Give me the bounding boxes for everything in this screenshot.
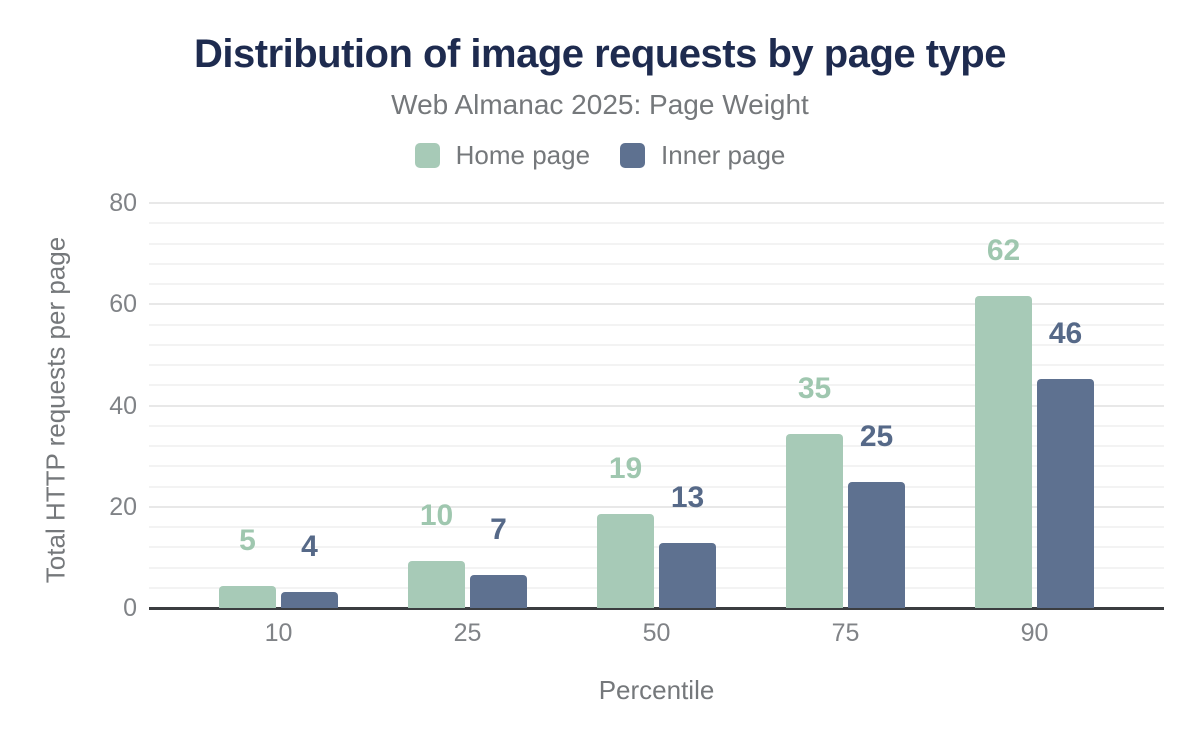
legend: Home page Inner page xyxy=(0,140,1200,170)
minor-gridline xyxy=(149,262,1164,265)
bar-home-page[interactable] xyxy=(219,585,276,608)
minor-gridline xyxy=(149,283,1164,285)
bar-value-label: 46 xyxy=(1048,317,1083,351)
legend-item-home-page[interactable]: Home page xyxy=(414,140,591,170)
x-tick-label: 10 xyxy=(264,619,293,647)
bar-value-label: 4 xyxy=(301,530,318,564)
chart-subtitle: Web Almanac 2025: Page Weight xyxy=(391,89,809,120)
legend-label: Inner page xyxy=(661,140,786,170)
bar-inner-page[interactable] xyxy=(1037,379,1094,608)
legend-label: Home page xyxy=(455,140,591,170)
y-tick-label: 0 xyxy=(123,594,137,622)
minor-gridline xyxy=(149,384,1164,387)
minor-gridline xyxy=(149,343,1164,346)
x-tick-label: 90 xyxy=(1020,619,1049,647)
legend-swatch-icon xyxy=(414,142,440,168)
major-gridline xyxy=(149,404,1164,407)
major-gridline xyxy=(149,303,1164,306)
bar-value-label: 13 xyxy=(670,481,705,515)
x-tick-label: 25 xyxy=(453,619,482,647)
minor-gridline xyxy=(149,465,1164,468)
minor-gridline xyxy=(149,526,1164,528)
bar-inner-page[interactable] xyxy=(848,481,905,608)
minor-gridline xyxy=(149,546,1164,549)
bar-group: 62 46 xyxy=(940,203,1129,608)
x-axis-line xyxy=(149,607,1164,610)
major-gridline xyxy=(149,202,1164,204)
bar-value-label: 5 xyxy=(239,523,256,557)
bar-group: 19 13 xyxy=(562,203,751,608)
bar-group: 10 7 xyxy=(373,203,562,608)
y-tick-label: 80 xyxy=(109,189,137,217)
plot-area: 5 4 10 7 19 13 35 25 62 46 xyxy=(149,202,1164,610)
y-tick-label: 60 xyxy=(109,290,137,319)
bar-inner-page[interactable] xyxy=(281,592,338,608)
legend-item-inner-page[interactable]: Inner page xyxy=(620,140,785,170)
bar-home-page[interactable] xyxy=(786,433,843,608)
y-tick-label: 20 xyxy=(109,492,137,521)
bar-home-page[interactable] xyxy=(408,561,465,608)
y-tick-label: 40 xyxy=(109,391,137,420)
minor-gridline xyxy=(149,323,1164,326)
x-tick-label: 50 xyxy=(642,619,671,647)
minor-gridline xyxy=(149,586,1164,589)
minor-gridline xyxy=(149,566,1164,569)
minor-gridline xyxy=(149,364,1164,366)
bar-value-label: 7 xyxy=(490,513,507,547)
minor-gridline xyxy=(149,485,1164,488)
minor-gridline xyxy=(149,424,1164,427)
bar-inner-page[interactable] xyxy=(470,575,527,608)
chart-title: Distribution of image requests by page t… xyxy=(194,32,1006,76)
minor-gridline xyxy=(149,242,1164,245)
bar-value-label: 10 xyxy=(419,499,454,533)
bar-value-label: 35 xyxy=(797,371,832,405)
x-tick-label: 75 xyxy=(831,619,860,647)
bar-inner-page[interactable] xyxy=(659,543,716,608)
bar-value-label: 19 xyxy=(608,451,643,485)
bar-home-page[interactable] xyxy=(597,513,654,608)
bar-home-page[interactable] xyxy=(975,295,1032,608)
bar-value-label: 25 xyxy=(859,419,894,453)
x-axis-title: Percentile xyxy=(598,675,715,705)
minor-gridline xyxy=(149,222,1164,225)
minor-gridline xyxy=(149,445,1164,447)
bar-group: 35 25 xyxy=(751,203,940,608)
major-gridline xyxy=(149,505,1164,508)
bar-value-label: 62 xyxy=(986,233,1021,267)
legend-swatch-icon xyxy=(620,142,646,168)
